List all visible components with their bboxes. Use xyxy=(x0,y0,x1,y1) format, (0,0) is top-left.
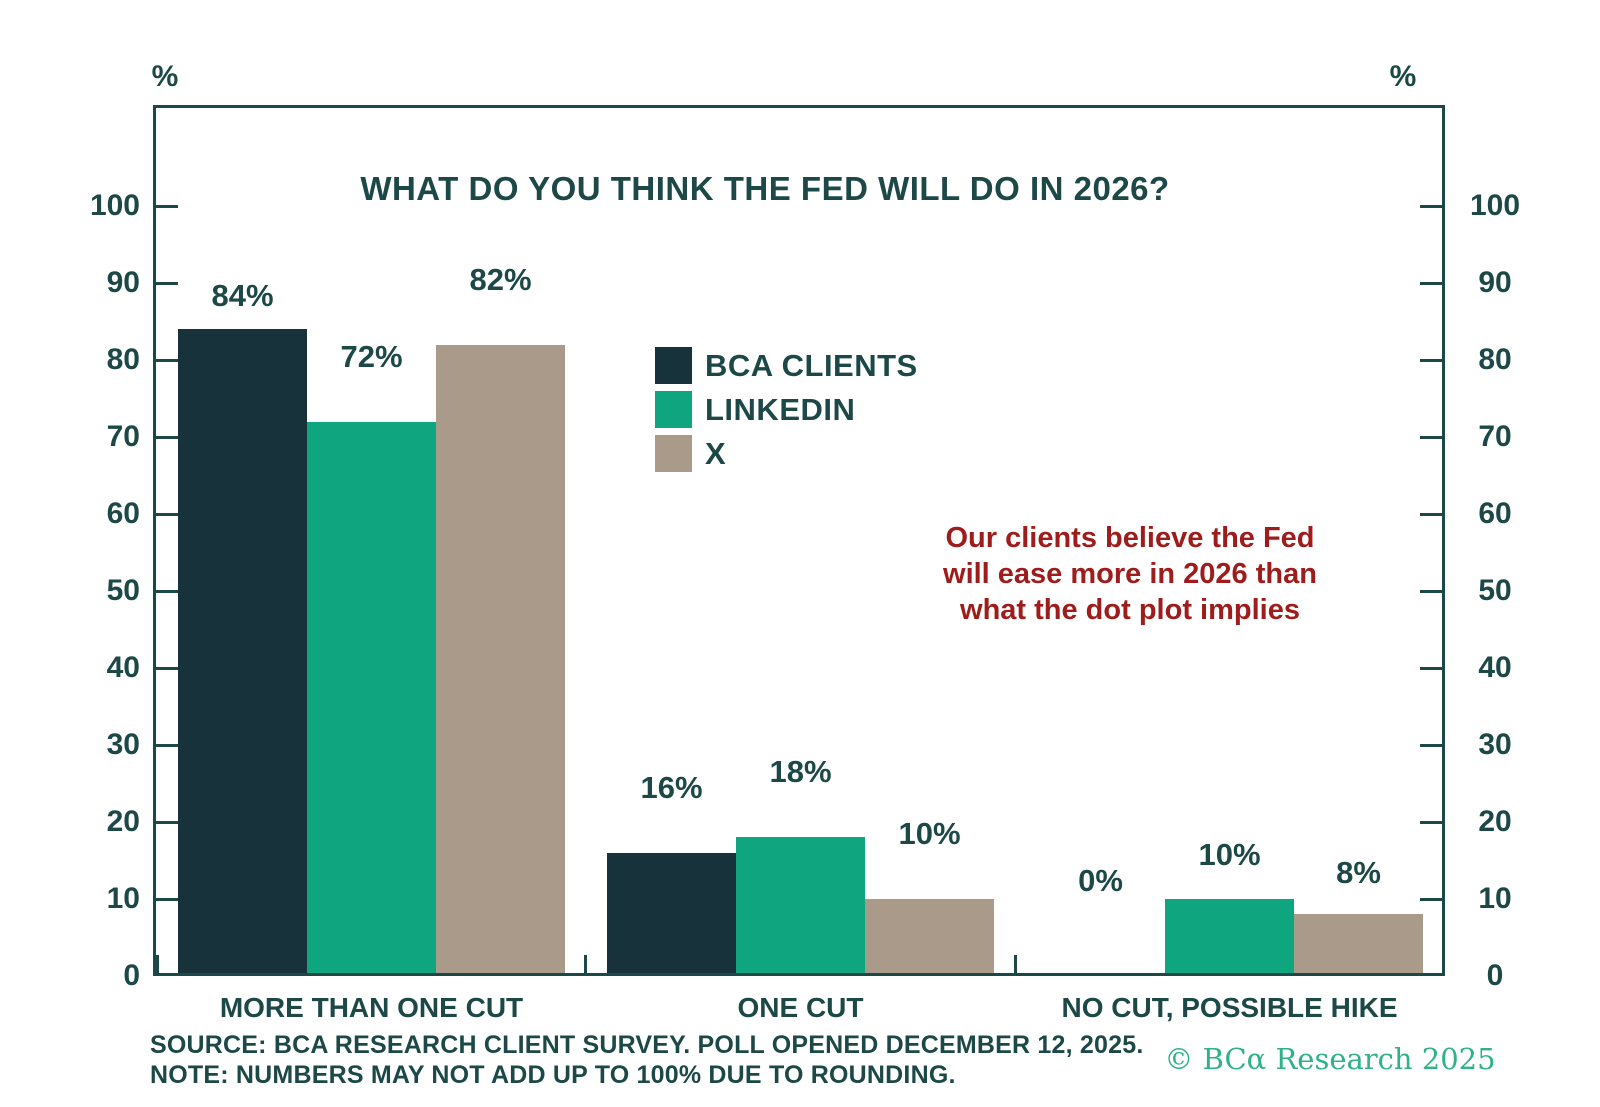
copyright: © BCα Research 2025 xyxy=(1164,1042,1496,1076)
bar-linkedin-more-than-one-cut xyxy=(307,421,436,976)
y-axis-tick-left xyxy=(156,820,178,824)
category-label-no-cut-possible-hike: NO CUT, POSSIBLE HIKE xyxy=(1061,992,1398,1023)
y-axis-label-right: 80 xyxy=(1478,343,1512,376)
y-axis-label-left: 30 xyxy=(106,728,140,761)
y-axis-tick-right xyxy=(1420,897,1442,901)
y-axis-label-right: 100 xyxy=(1469,189,1521,222)
bar-value-label: 16% xyxy=(640,769,703,805)
source-note: SOURCE: BCA RESEARCH CLIENT SURVEY. POLL… xyxy=(150,1031,1144,1059)
annotation-line: will ease more in 2026 than xyxy=(943,558,1317,590)
annotation-text: Our clients believe the Fed will ease mor… xyxy=(905,520,1355,628)
y-axis-tick-right xyxy=(1420,666,1442,670)
y-axis-label-left: 40 xyxy=(106,651,140,684)
y-axis-label-left: 20 xyxy=(106,805,140,838)
bar-value-label: 10% xyxy=(898,816,961,851)
x-axis-tick xyxy=(583,955,587,973)
bar-linkedin-one-cut xyxy=(736,837,865,976)
y-axis-label-left: 90 xyxy=(106,266,140,299)
chart-title: WHAT DO YOU THINK THE FED WILL DO IN 202… xyxy=(360,170,1170,207)
bar-value-label: 72% xyxy=(340,338,403,374)
legend-item-x: X xyxy=(655,435,918,472)
category-label-more-than-one-cut: MORE THAN ONE CUT xyxy=(219,992,524,1023)
y-axis-tick-right xyxy=(1420,820,1442,824)
y-axis-label-right: 90 xyxy=(1478,266,1512,299)
bar-bca-clients-one-cut xyxy=(607,852,736,976)
y-axis-label-right: 50 xyxy=(1478,574,1512,607)
y-axis-tick-left xyxy=(156,358,178,362)
bar-value-label: 0% xyxy=(1078,863,1123,898)
y-axis-tick-right xyxy=(1420,512,1442,516)
y-axis-label-left: 80 xyxy=(106,343,140,376)
legend: BCA CLIENTS LINKEDIN X xyxy=(655,347,918,472)
legend-item-linkedin: LINKEDIN xyxy=(655,391,918,428)
bar-value-label: 82% xyxy=(469,261,532,297)
y-axis-tick-right xyxy=(1420,435,1442,439)
y-axis-tick-right xyxy=(1420,358,1442,362)
x-axis-tick xyxy=(155,955,159,973)
y-axis-label-left: 10 xyxy=(106,882,140,915)
y-axis-unit-right: % xyxy=(1389,60,1417,93)
bar-value-label: 8% xyxy=(1336,855,1381,891)
y-axis-tick-left xyxy=(156,512,178,516)
y-axis-label-left: 0 xyxy=(123,959,140,992)
y-axis-tick-left xyxy=(156,281,178,285)
bar-value-label: 84% xyxy=(211,278,274,314)
y-axis-label-right: 0 xyxy=(1486,959,1504,992)
y-axis-tick-right xyxy=(1420,743,1442,747)
legend-label: X xyxy=(705,436,727,471)
bar-x-no-cut-possible-hike xyxy=(1294,914,1423,976)
category-label-one-cut: ONE CUT xyxy=(737,992,864,1023)
y-axis-label-right: 70 xyxy=(1478,420,1512,453)
y-axis-tick-left xyxy=(156,743,178,747)
legend-swatch-bca-clients xyxy=(655,347,692,384)
y-axis-tick-left xyxy=(156,435,178,439)
y-axis-label-right: 10 xyxy=(1478,882,1512,915)
y-axis-tick-right xyxy=(1420,589,1442,593)
rounding-note: NOTE: NUMBERS MAY NOT ADD UP TO 100% DUE… xyxy=(150,1061,956,1089)
y-axis-label-left: 70 xyxy=(106,420,140,453)
y-axis-label-right: 40 xyxy=(1478,651,1512,684)
y-axis-label-left: 50 xyxy=(106,574,140,607)
y-axis-unit-left: % xyxy=(151,60,179,93)
legend-swatch-linkedin xyxy=(655,391,692,428)
y-axis-tick-right xyxy=(1420,204,1442,208)
y-axis-tick-left xyxy=(156,666,178,670)
y-axis-label-left: 60 xyxy=(106,497,140,530)
bar-x-more-than-one-cut xyxy=(436,344,565,976)
x-axis-tick xyxy=(1013,955,1017,973)
bar-value-label: 10% xyxy=(1198,837,1261,872)
bar-linkedin-no-cut-possible-hike xyxy=(1165,899,1294,976)
y-axis-tick-left xyxy=(156,589,178,593)
legend-label: LINKEDIN xyxy=(705,392,856,427)
y-axis-label-right: 60 xyxy=(1478,497,1512,530)
bar-bca-clients-more-than-one-cut xyxy=(178,329,307,976)
y-axis-label-right: 20 xyxy=(1478,805,1512,838)
annotation-line: what the dot plot implies xyxy=(960,594,1300,626)
y-axis-label-left: 100 xyxy=(89,189,140,222)
legend-item-bca-clients: BCA CLIENTS xyxy=(655,347,918,384)
bar-value-label: 18% xyxy=(769,754,832,790)
legend-swatch-x xyxy=(655,435,692,472)
y-axis-tick-right xyxy=(1420,281,1442,285)
bar-x-one-cut xyxy=(865,899,994,976)
y-axis-tick-left xyxy=(156,897,178,901)
annotation-line: Our clients believe the Fed xyxy=(945,522,1315,554)
y-axis-tick-left xyxy=(156,204,178,208)
y-axis-label-right: 30 xyxy=(1478,728,1512,761)
legend-label: BCA CLIENTS xyxy=(705,348,918,383)
